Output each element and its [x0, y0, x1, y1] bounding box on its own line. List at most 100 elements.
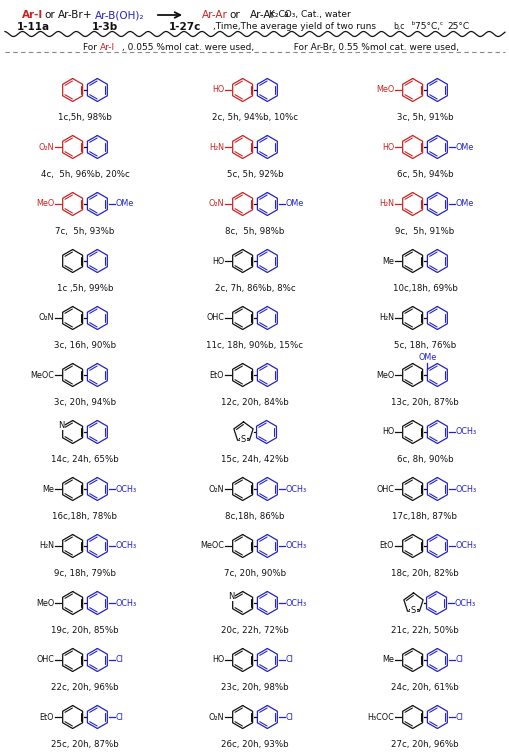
Text: OMe: OMe [116, 200, 134, 209]
Text: O₂N: O₂N [39, 314, 54, 323]
Text: EtO: EtO [379, 541, 393, 550]
Text: O₂N: O₂N [208, 485, 224, 494]
Text: 23c, 20h, 98%b: 23c, 20h, 98%b [221, 683, 288, 692]
Text: Cl: Cl [455, 713, 463, 722]
Text: 25°C: 25°C [446, 22, 468, 31]
Text: H₂N: H₂N [379, 314, 393, 323]
Text: , 0.055 %mol cat. were used,: , 0.055 %mol cat. were used, [122, 43, 253, 52]
Text: OHC: OHC [206, 314, 224, 323]
Text: O₂N: O₂N [39, 143, 54, 152]
Text: 14c, 24h, 65%b: 14c, 24h, 65%b [51, 455, 119, 464]
Text: Ar-Br: Ar-Br [58, 10, 83, 20]
Text: For Ar-Br, 0.55 %mol cat. were used,: For Ar-Br, 0.55 %mol cat. were used, [288, 43, 458, 52]
Text: 7c,  5h, 93%b: 7c, 5h, 93%b [55, 227, 115, 236]
Text: Ar-B(OH)₂: Ar-B(OH)₂ [95, 10, 145, 20]
Text: 5c, 18h, 76%b: 5c, 18h, 76%b [393, 341, 455, 350]
Text: 9c,  5h, 91%b: 9c, 5h, 91%b [394, 227, 454, 236]
Text: 11c, 18h, 90%b, 15%c: 11c, 18h, 90%b, 15%c [206, 341, 303, 350]
Text: OCH₃: OCH₃ [455, 428, 476, 437]
Text: 26c, 20h, 93%b: 26c, 20h, 93%b [221, 740, 288, 749]
Text: H₂N: H₂N [379, 200, 393, 209]
Text: MeO: MeO [36, 200, 54, 209]
Text: HO: HO [212, 655, 224, 664]
Text: 21c, 22h, 50%b: 21c, 22h, 50%b [390, 626, 458, 635]
Text: MeOC: MeOC [31, 370, 54, 379]
Text: OCH₃: OCH₃ [285, 485, 306, 494]
Text: MeO: MeO [36, 599, 54, 608]
Text: Ar-I: Ar-I [100, 43, 115, 52]
Text: Ar-Ar: Ar-Ar [249, 10, 275, 20]
Text: ᵇ: ᵇ [402, 21, 415, 30]
Text: O₂N: O₂N [208, 200, 224, 209]
Text: 18c, 20h, 82%b: 18c, 20h, 82%b [390, 569, 458, 578]
Text: 8c,  5h, 98%b: 8c, 5h, 98%b [225, 227, 284, 236]
Text: 1-27c: 1-27c [168, 22, 201, 32]
Text: 10c,18h, 69%b: 10c,18h, 69%b [392, 284, 457, 293]
Text: O₂N: O₂N [208, 713, 224, 722]
Text: 19c, 20h, 85%b: 19c, 20h, 85%b [51, 626, 119, 635]
Text: 2c, 5h, 94%b, 10%c: 2c, 5h, 94%b, 10%c [212, 113, 297, 122]
Text: a: a [284, 10, 288, 19]
Text: Cl: Cl [116, 655, 123, 664]
Text: MeO: MeO [375, 85, 393, 94]
Text: or: or [229, 10, 240, 20]
Text: K₂CO₃, Cat., water: K₂CO₃, Cat., water [269, 10, 350, 19]
Text: OCH₃: OCH₃ [455, 485, 476, 494]
Text: Cl: Cl [285, 655, 293, 664]
Text: 20c, 22h, 72%b: 20c, 22h, 72%b [221, 626, 288, 635]
Text: H₃COC: H₃COC [367, 713, 393, 722]
Text: OCH₃: OCH₃ [454, 599, 475, 608]
Text: OMe: OMe [417, 354, 436, 363]
Text: H₂N: H₂N [209, 143, 224, 152]
Text: OHC: OHC [376, 485, 393, 494]
Text: OCH₃: OCH₃ [116, 485, 136, 494]
Text: 1c,5h, 98%b: 1c,5h, 98%b [58, 113, 111, 122]
Text: 16c,18h, 78%b: 16c,18h, 78%b [52, 512, 117, 521]
Text: HO: HO [212, 256, 224, 265]
Text: 75°C,: 75°C, [414, 22, 442, 31]
Text: N: N [228, 592, 235, 601]
Text: MeO: MeO [375, 370, 393, 379]
Text: Cl: Cl [116, 713, 123, 722]
Text: 13c, 20h, 87%b: 13c, 20h, 87%b [390, 398, 458, 407]
Text: 6c, 8h, 90%b: 6c, 8h, 90%b [396, 455, 453, 464]
Text: 22c, 20h, 96%b: 22c, 20h, 96%b [51, 683, 119, 692]
Text: 17c,18h, 87%b: 17c,18h, 87%b [392, 512, 457, 521]
Text: 27c, 20h, 96%b: 27c, 20h, 96%b [390, 740, 458, 749]
Text: H₂N: H₂N [39, 541, 54, 550]
Text: EtO: EtO [209, 370, 224, 379]
Text: 6c, 5h, 94%b: 6c, 5h, 94%b [396, 170, 453, 179]
Text: b,c: b,c [392, 22, 404, 31]
Text: Me: Me [382, 655, 393, 664]
Text: HO: HO [381, 428, 393, 437]
Text: S: S [240, 435, 246, 444]
Text: 9c, 18h, 79%b: 9c, 18h, 79%b [54, 569, 116, 578]
Text: HO: HO [212, 85, 224, 94]
Text: OMe: OMe [455, 200, 473, 209]
Text: 24c, 20h, 61%b: 24c, 20h, 61%b [390, 683, 458, 692]
Text: 12c, 20h, 84%b: 12c, 20h, 84%b [221, 398, 288, 407]
Text: 3c, 20h, 94%b: 3c, 20h, 94%b [54, 398, 116, 407]
Text: ,Time,The average yield of two runs: ,Time,The average yield of two runs [213, 22, 375, 31]
Text: OMe: OMe [285, 200, 303, 209]
Text: 7c, 20h, 90%b: 7c, 20h, 90%b [223, 569, 286, 578]
Text: 1-3b: 1-3b [92, 22, 118, 32]
Text: S: S [410, 605, 415, 615]
Text: 2c, 7h, 86%b, 8%c: 2c, 7h, 86%b, 8%c [214, 284, 295, 293]
Text: 1c ,5h, 99%b: 1c ,5h, 99%b [56, 284, 113, 293]
Text: OMe: OMe [455, 143, 473, 152]
Text: +: + [82, 10, 91, 20]
Text: 4c,  5h, 96%b, 20%c: 4c, 5h, 96%b, 20%c [41, 170, 129, 179]
Text: 25c, 20h, 87%b: 25c, 20h, 87%b [51, 740, 119, 749]
Text: 3c, 16h, 90%b: 3c, 16h, 90%b [54, 341, 116, 350]
Text: For: For [83, 43, 100, 52]
Text: OCH₃: OCH₃ [285, 541, 306, 550]
Text: 8c,18h, 86%b: 8c,18h, 86%b [225, 512, 284, 521]
Text: Me: Me [382, 256, 393, 265]
Text: OCH₃: OCH₃ [285, 599, 306, 608]
Text: Cl: Cl [455, 655, 463, 664]
Text: Cl: Cl [285, 713, 293, 722]
Text: HO: HO [381, 143, 393, 152]
Text: 5c, 5h, 92%b: 5c, 5h, 92%b [226, 170, 283, 179]
Text: OCH₃: OCH₃ [116, 599, 136, 608]
